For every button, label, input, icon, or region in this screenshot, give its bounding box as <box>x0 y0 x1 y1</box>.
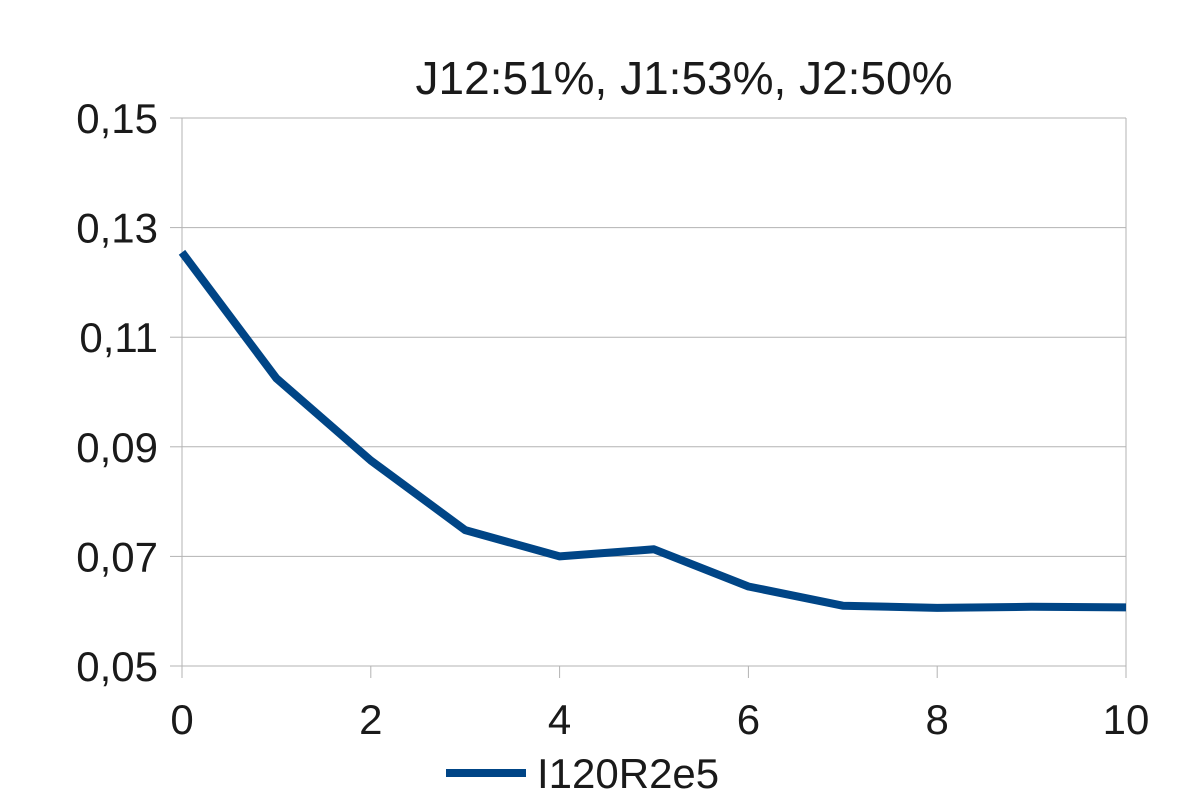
x-tick-label: 10 <box>1103 696 1150 743</box>
x-tick-label: 8 <box>926 696 949 743</box>
y-tick-label: 0,11 <box>79 314 158 361</box>
y-tick-label: 0,07 <box>76 533 158 580</box>
x-tick-label: 4 <box>548 696 571 743</box>
axes <box>170 117 1127 678</box>
legend-label: I120R2e5 <box>537 750 719 797</box>
series-lines <box>178 249 1127 612</box>
y-tick-label: 0,09 <box>76 424 158 471</box>
x-tick-label: 0 <box>170 696 193 743</box>
y-tick-label: 0,13 <box>76 205 158 252</box>
y-tick-label: 0,15 <box>76 95 158 142</box>
x-tick-label: 2 <box>359 696 382 743</box>
series-line <box>178 249 1127 612</box>
x-tick-labels: 0 2 4 6 8 10 <box>170 696 1149 743</box>
y-tick-label: 0,05 <box>76 643 158 690</box>
legend: I120R2e5 <box>446 750 719 797</box>
gridlines <box>182 117 1126 667</box>
y-tick-labels: 0,05 0,07 0,09 0,11 0,13 0,15 <box>76 95 158 690</box>
x-tick-label: 6 <box>737 696 760 743</box>
chart-title: J12:51%, J1:53%, J2:50% <box>416 52 953 104</box>
